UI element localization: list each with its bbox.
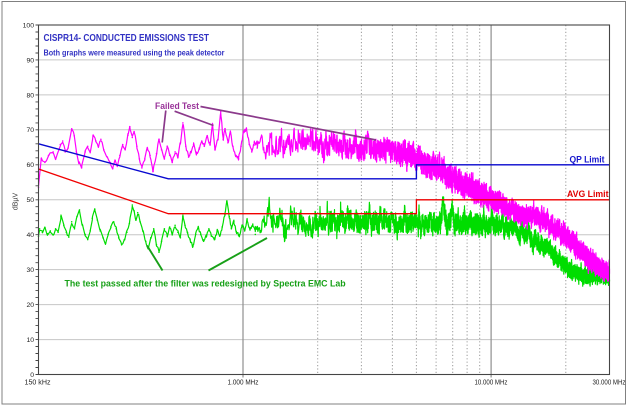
- svg-text:10.000 MHz: 10.000 MHz: [475, 380, 508, 387]
- svg-text:QP Limit: QP Limit: [570, 154, 605, 164]
- svg-text:30: 30: [26, 267, 34, 274]
- svg-text:70: 70: [26, 127, 34, 134]
- svg-text:dBµV: dBµV: [13, 193, 20, 211]
- svg-text:10: 10: [26, 337, 34, 344]
- svg-text:AVG Limit: AVG Limit: [567, 189, 609, 199]
- svg-text:60: 60: [26, 162, 34, 169]
- svg-text:50: 50: [26, 197, 34, 204]
- svg-text:0: 0: [30, 372, 34, 379]
- svg-text:100: 100: [23, 22, 35, 29]
- svg-text:Both graphs were measured usin: Both graphs were measured using the peak…: [44, 48, 226, 58]
- svg-text:40: 40: [26, 232, 34, 239]
- svg-text:Failed Test: Failed Test: [155, 101, 199, 111]
- svg-text:150 kHz: 150 kHz: [25, 380, 51, 387]
- svg-text:The test passed after the filt: The test passed after the filter was red…: [65, 279, 347, 289]
- svg-text:20: 20: [26, 302, 34, 309]
- svg-text:1.000 MHz: 1.000 MHz: [228, 380, 259, 387]
- svg-text:30.000 MHz: 30.000 MHz: [593, 380, 626, 387]
- svg-text:CISPR14- CONDUCTED EMISSIONS T: CISPR14- CONDUCTED EMISSIONS TEST: [44, 33, 210, 44]
- svg-text:90: 90: [26, 57, 34, 64]
- svg-text:80: 80: [26, 92, 34, 99]
